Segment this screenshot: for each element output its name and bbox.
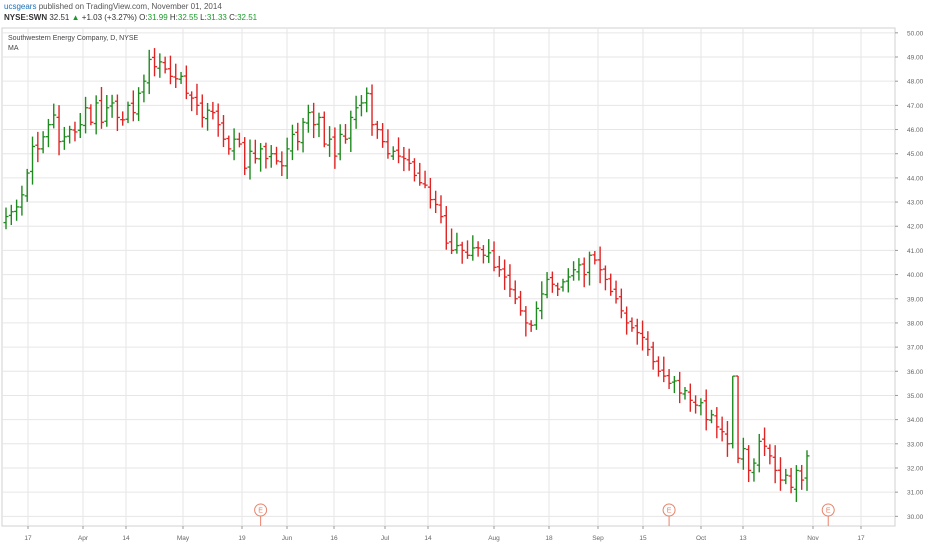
x-tick-label: Jun [282,535,293,542]
x-tick-label: 14 [424,535,432,542]
earnings-marker-icon [254,503,268,517]
earnings-marker-label: E [826,508,831,515]
publisher-link[interactable]: ucsgears [4,2,37,11]
earnings-marker-label: E [258,508,263,515]
y-tick-label: 47.00 [907,103,924,110]
x-tick-label: Aug [488,535,500,542]
y-tick-label: 35.00 [907,393,924,400]
y-tick-label: 31.00 [907,490,924,497]
y-tick-label: 43.00 [907,200,924,207]
y-tick-label: 50.00 [907,30,924,37]
y-tick-label: 37.00 [907,345,924,352]
y-tick-label: 36.00 [907,369,924,376]
y-tick-label: 42.00 [907,224,924,231]
x-tick-label: Apr [78,535,89,542]
chart-title: Southwestern Energy Company, D, NYSE [8,35,139,42]
published-text: published on TradingView.com, November 0… [38,2,222,11]
close-value: 32.51 [237,13,258,22]
x-tick-label: 19 [238,535,246,542]
y-tick-label: 33.00 [907,441,924,448]
plot-area [1,27,896,527]
earnings-marker-icon [821,503,835,517]
x-tick-label: Nov [807,535,819,542]
price-change: +1.03 (+3.27%) [81,13,137,22]
x-tick-label: Oct [696,535,706,542]
change-arrow-icon: ▲ [71,13,80,22]
symbol-label: NYSE:SWN [4,13,48,22]
x-tick-label: 18 [545,535,553,542]
y-tick-label: 30.00 [907,514,924,521]
x-tick-label: 15 [639,535,647,542]
close-label: C: [229,13,238,22]
open-value: 31.99 [147,13,168,22]
y-tick-label: 45.00 [907,151,924,158]
y-tick-label: 39.00 [907,296,924,303]
high-label: H: [169,13,178,22]
x-tick-label: 17 [24,535,32,542]
high-value: 32.55 [177,13,198,22]
x-tick-label: May [177,535,190,542]
y-tick-label: 34.00 [907,417,924,424]
earnings-marker-label: E [667,508,672,515]
y-tick-label: 44.00 [907,175,924,182]
earnings-marker-icon [662,503,676,517]
y-tick-label: 46.00 [907,127,924,134]
indicator-label: MA [8,45,19,52]
y-tick-label: 48.00 [907,79,924,86]
open-label: O: [139,13,148,22]
publish-line: ucsgears published on TradingView.com, N… [4,2,222,11]
quote-line: NYSE:SWN 32.51 ▲ +1.03 (+3.27%) O:31.99 … [4,13,257,22]
x-tick-label: 17 [857,535,865,542]
y-tick-label: 32.00 [907,465,924,472]
chart-header: ucsgears published on TradingView.com, N… [0,0,932,28]
x-tick-label: 13 [739,535,747,542]
x-tick-label: 14 [122,535,130,542]
x-tick-label: Sep [592,535,604,542]
last-price: 32.51 [49,13,70,22]
y-tick-label: 38.00 [907,320,924,327]
x-tick-label: 16 [330,535,338,542]
y-tick-label: 41.00 [907,248,924,255]
y-tick-label: 49.00 [907,55,924,62]
low-label: L: [200,13,207,22]
x-tick-label: Jul [381,535,390,542]
low-value: 31.33 [206,13,227,22]
y-tick-label: 40.00 [907,272,924,279]
